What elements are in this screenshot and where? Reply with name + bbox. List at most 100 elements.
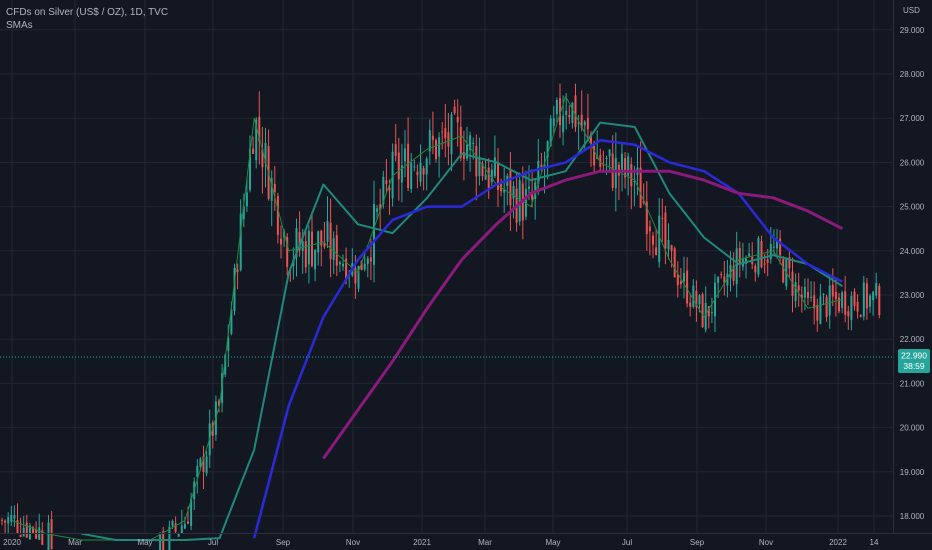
candle-body bbox=[335, 235, 338, 266]
candle-body bbox=[518, 180, 521, 222]
candle-body bbox=[255, 119, 258, 161]
sma-series-line bbox=[81, 121, 843, 541]
candle-body bbox=[701, 294, 704, 327]
candle-body bbox=[627, 156, 630, 176]
candle-body bbox=[571, 102, 574, 123]
candle-body bbox=[373, 204, 375, 265]
candle-body bbox=[779, 238, 782, 256]
candle-body bbox=[379, 204, 382, 211]
candle-body bbox=[453, 106, 456, 114]
candle-body bbox=[317, 231, 320, 253]
candle-body bbox=[807, 292, 809, 298]
candle-body bbox=[456, 116, 459, 123]
candle-body bbox=[469, 135, 472, 151]
candle-body bbox=[230, 309, 233, 334]
x-tick-label: May bbox=[137, 538, 152, 547]
candle-body bbox=[13, 515, 16, 519]
candle-body bbox=[704, 302, 707, 330]
candle-body bbox=[723, 276, 726, 283]
candle-body bbox=[683, 272, 685, 282]
candle-body bbox=[245, 192, 248, 207]
indicator-label[interactable]: SMAs bbox=[6, 20, 33, 31]
candle-body bbox=[441, 131, 444, 133]
candle-body bbox=[614, 157, 617, 189]
candle-body bbox=[264, 143, 267, 164]
candle-body bbox=[497, 163, 499, 190]
candle-body bbox=[580, 114, 583, 129]
candle-body bbox=[205, 456, 208, 474]
candle-body bbox=[422, 168, 425, 175]
candle-body bbox=[748, 253, 751, 257]
time-scale[interactable]: 2020 Mar May Jul Sep Nov 2021 Mar May Jul Sep Nov 20… bbox=[3, 538, 879, 547]
candle-body bbox=[10, 514, 13, 522]
candle-body bbox=[819, 296, 822, 325]
candle-body bbox=[599, 155, 602, 167]
y-tick-label: 28.000 bbox=[900, 70, 925, 79]
candle-body bbox=[462, 152, 465, 160]
candle-body bbox=[168, 526, 171, 550]
candle-body bbox=[630, 164, 633, 187]
candle-body bbox=[844, 291, 847, 315]
candle-body bbox=[859, 314, 862, 317]
candle-body bbox=[543, 164, 546, 169]
candle-body bbox=[834, 291, 837, 300]
candle-body bbox=[233, 268, 236, 311]
candle-body bbox=[394, 144, 397, 156]
candle-body bbox=[484, 174, 487, 180]
candle-body bbox=[326, 220, 329, 242]
candle-body bbox=[745, 258, 747, 264]
candle-body bbox=[655, 247, 658, 255]
candle-body bbox=[357, 266, 360, 289]
candle-body bbox=[466, 144, 468, 159]
candle-body bbox=[22, 527, 25, 537]
candle-body bbox=[276, 196, 279, 235]
candle-body bbox=[354, 268, 357, 284]
candle-body bbox=[869, 295, 871, 307]
candle-body bbox=[568, 115, 571, 118]
price-scale[interactable]: 18.000 19.000 20.000 21.000 22.000 23.000 24.0… bbox=[900, 0, 925, 521]
candle-body bbox=[252, 148, 255, 154]
candle-body bbox=[490, 169, 493, 183]
candle-body bbox=[187, 521, 189, 524]
last-price-label: 22.990 38:59 bbox=[898, 349, 930, 373]
candle-body bbox=[686, 270, 689, 304]
candle-body bbox=[314, 249, 317, 270]
candle-body bbox=[803, 286, 806, 298]
candle-body bbox=[428, 130, 431, 152]
y-tick-label: 21.000 bbox=[900, 379, 925, 388]
candle-body bbox=[710, 312, 713, 314]
candle-body bbox=[16, 520, 19, 534]
candle-body bbox=[261, 149, 264, 168]
candle-body bbox=[552, 118, 555, 127]
y-tick-label: 29.000 bbox=[900, 26, 925, 35]
candle-body bbox=[407, 143, 410, 189]
grid-lines bbox=[0, 0, 893, 533]
candle-body bbox=[782, 259, 785, 283]
candle-body bbox=[304, 241, 307, 268]
candle-body bbox=[236, 269, 239, 272]
candle-body bbox=[404, 148, 406, 162]
candle-body bbox=[757, 237, 760, 275]
candle-body bbox=[227, 337, 230, 351]
candle-body bbox=[481, 163, 484, 176]
bar-countdown: 38:59 bbox=[903, 361, 925, 371]
candle-body bbox=[670, 245, 673, 251]
candle-body bbox=[667, 240, 670, 250]
candle-body bbox=[621, 153, 623, 171]
candle-body bbox=[559, 98, 561, 126]
candle-body bbox=[159, 532, 162, 550]
candle-body bbox=[35, 529, 38, 539]
currency-label[interactable]: USD bbox=[903, 6, 920, 15]
candle-body bbox=[583, 121, 586, 126]
candle-body bbox=[593, 146, 596, 166]
y-tick-label: 18.000 bbox=[900, 512, 925, 521]
candle-body bbox=[645, 201, 648, 234]
candle-body bbox=[385, 180, 388, 184]
symbol-title[interactable]: CFDs on Silver (US$ / OZ), 1D, TVC bbox=[6, 7, 169, 18]
candle-body bbox=[590, 133, 592, 144]
candle-body bbox=[329, 222, 332, 259]
candle-body bbox=[577, 122, 580, 124]
x-tick-label: Sep bbox=[690, 538, 705, 547]
